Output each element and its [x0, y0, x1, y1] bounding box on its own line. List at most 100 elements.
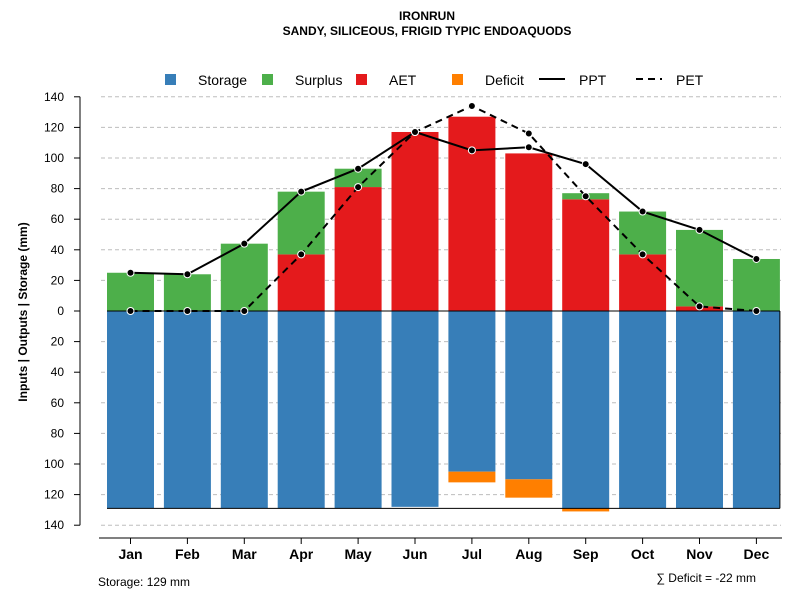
aet-bar	[391, 131, 439, 311]
ppt-point	[581, 160, 590, 169]
legend-swatch-aet	[356, 74, 367, 85]
y-tick-label: 140	[44, 90, 64, 104]
pet-point	[183, 307, 192, 315]
ppt-line	[130, 130, 757, 276]
x-tick-label: Aug	[515, 546, 542, 562]
storage-bar	[448, 311, 496, 472]
y-tick-label: 60	[51, 212, 65, 226]
surplus-bar	[220, 243, 268, 311]
aet-bar	[505, 153, 553, 311]
y-tick-label: 20	[51, 273, 65, 287]
storage-footer: Storage: 129 mm	[98, 575, 190, 589]
y-tick-label: 0	[57, 304, 64, 318]
axes: 140 120 100 80 60 40 20 0 20 40 60 80 100 120 140 Jan Fe…	[44, 90, 782, 562]
x-tick-label: Mar	[232, 546, 257, 562]
pet-point	[524, 129, 533, 138]
storage-bar	[277, 311, 325, 509]
pet-point	[695, 302, 704, 311]
legend-swatch-deficit	[452, 74, 463, 85]
deficit-bar	[562, 508, 610, 512]
storage-bar	[107, 311, 154, 509]
ppt-point	[354, 164, 363, 173]
storage-bar	[732, 311, 780, 509]
y-tick-label: 40	[51, 243, 65, 257]
deficit-bar	[448, 471, 496, 483]
y-tick-label: 120	[44, 120, 64, 134]
pet-point	[126, 307, 135, 315]
y-tick-label: 40	[51, 365, 65, 379]
surplus-bar	[619, 211, 667, 255]
ppt-point	[524, 143, 533, 152]
storage-bar	[391, 311, 439, 507]
storage-bar	[334, 311, 382, 509]
ppt-point	[695, 225, 704, 234]
ppt-point	[467, 146, 476, 155]
legend-label-aet: AET	[389, 72, 417, 88]
y-tick-label: 80	[51, 426, 65, 440]
storage-bar	[619, 311, 667, 509]
x-tick-label: Jan	[118, 546, 142, 562]
x-tick-label: Feb	[175, 546, 200, 562]
x-tick-label: Nov	[686, 546, 713, 562]
x-tick-label: Oct	[631, 546, 655, 562]
pet-point	[752, 307, 761, 315]
storage-bar	[676, 311, 723, 509]
surplus-bar	[107, 272, 154, 311]
legend: Storage Surplus AET Deficit PPT PET	[165, 72, 704, 88]
ppt-point	[752, 254, 761, 263]
y-tick-label: 60	[51, 396, 65, 410]
bars	[107, 116, 781, 512]
storage-bar	[220, 311, 268, 509]
x-tick-label: Dec	[744, 546, 770, 562]
ppt-point	[126, 268, 135, 277]
pet-point	[581, 192, 590, 201]
x-tick-label: Apr	[289, 546, 314, 562]
pet-point	[240, 307, 249, 315]
legend-label-storage: Storage	[198, 72, 247, 88]
legend-label-pet: PET	[676, 72, 704, 88]
x-tick-label: Jul	[462, 546, 482, 562]
legend-label-ppt: PPT	[579, 72, 607, 88]
deficit-footer: ∑ Deficit = -22 mm	[656, 571, 756, 585]
y-tick-label: 100	[44, 457, 64, 471]
aet-bar	[334, 187, 382, 311]
chart-subtitle: SANDY, SILICEOUS, FRIGID TYPIC ENDOAQUOD…	[283, 24, 572, 38]
x-tick-label: May	[344, 546, 371, 562]
surplus-bar	[676, 229, 723, 307]
ppt-point	[240, 239, 249, 248]
x-tick-label: Sep	[573, 546, 599, 562]
y-tick-label: 100	[44, 151, 64, 165]
ppt-point	[183, 270, 192, 279]
pet-point	[411, 127, 419, 136]
legend-label-deficit: Deficit	[485, 72, 524, 88]
surplus-bar	[277, 191, 325, 255]
y-tick-label: 20	[51, 335, 65, 349]
gridlines	[101, 96, 781, 526]
storage-bar	[505, 311, 553, 480]
y-tick-label: 80	[51, 182, 65, 196]
storage-bar	[163, 311, 211, 509]
y-tick-label: 140	[44, 518, 64, 532]
aet-bar	[619, 254, 667, 311]
deficit-bar	[505, 479, 553, 498]
aet-bar	[562, 199, 610, 311]
ppt-point	[638, 207, 647, 216]
pet-point	[467, 101, 476, 110]
chart-title: IRONRUN	[399, 9, 455, 23]
legend-swatch-surplus	[262, 74, 273, 85]
pet-point	[354, 183, 363, 192]
aet-bar	[277, 254, 325, 311]
storage-bar	[562, 311, 610, 509]
x-tick-label: Jun	[403, 546, 428, 562]
pet-line	[130, 104, 757, 312]
pet-point	[638, 250, 647, 259]
pet-point	[297, 250, 306, 259]
legend-label-surplus: Surplus	[295, 72, 342, 88]
surplus-bar	[732, 258, 780, 311]
legend-swatch-storage	[165, 74, 176, 85]
surplus-bar	[163, 274, 211, 311]
y-tick-label: 120	[44, 488, 64, 502]
y-axis-label: Inputs | Outputs | Storage (mm)	[16, 222, 30, 401]
series-lines	[126, 101, 761, 315]
